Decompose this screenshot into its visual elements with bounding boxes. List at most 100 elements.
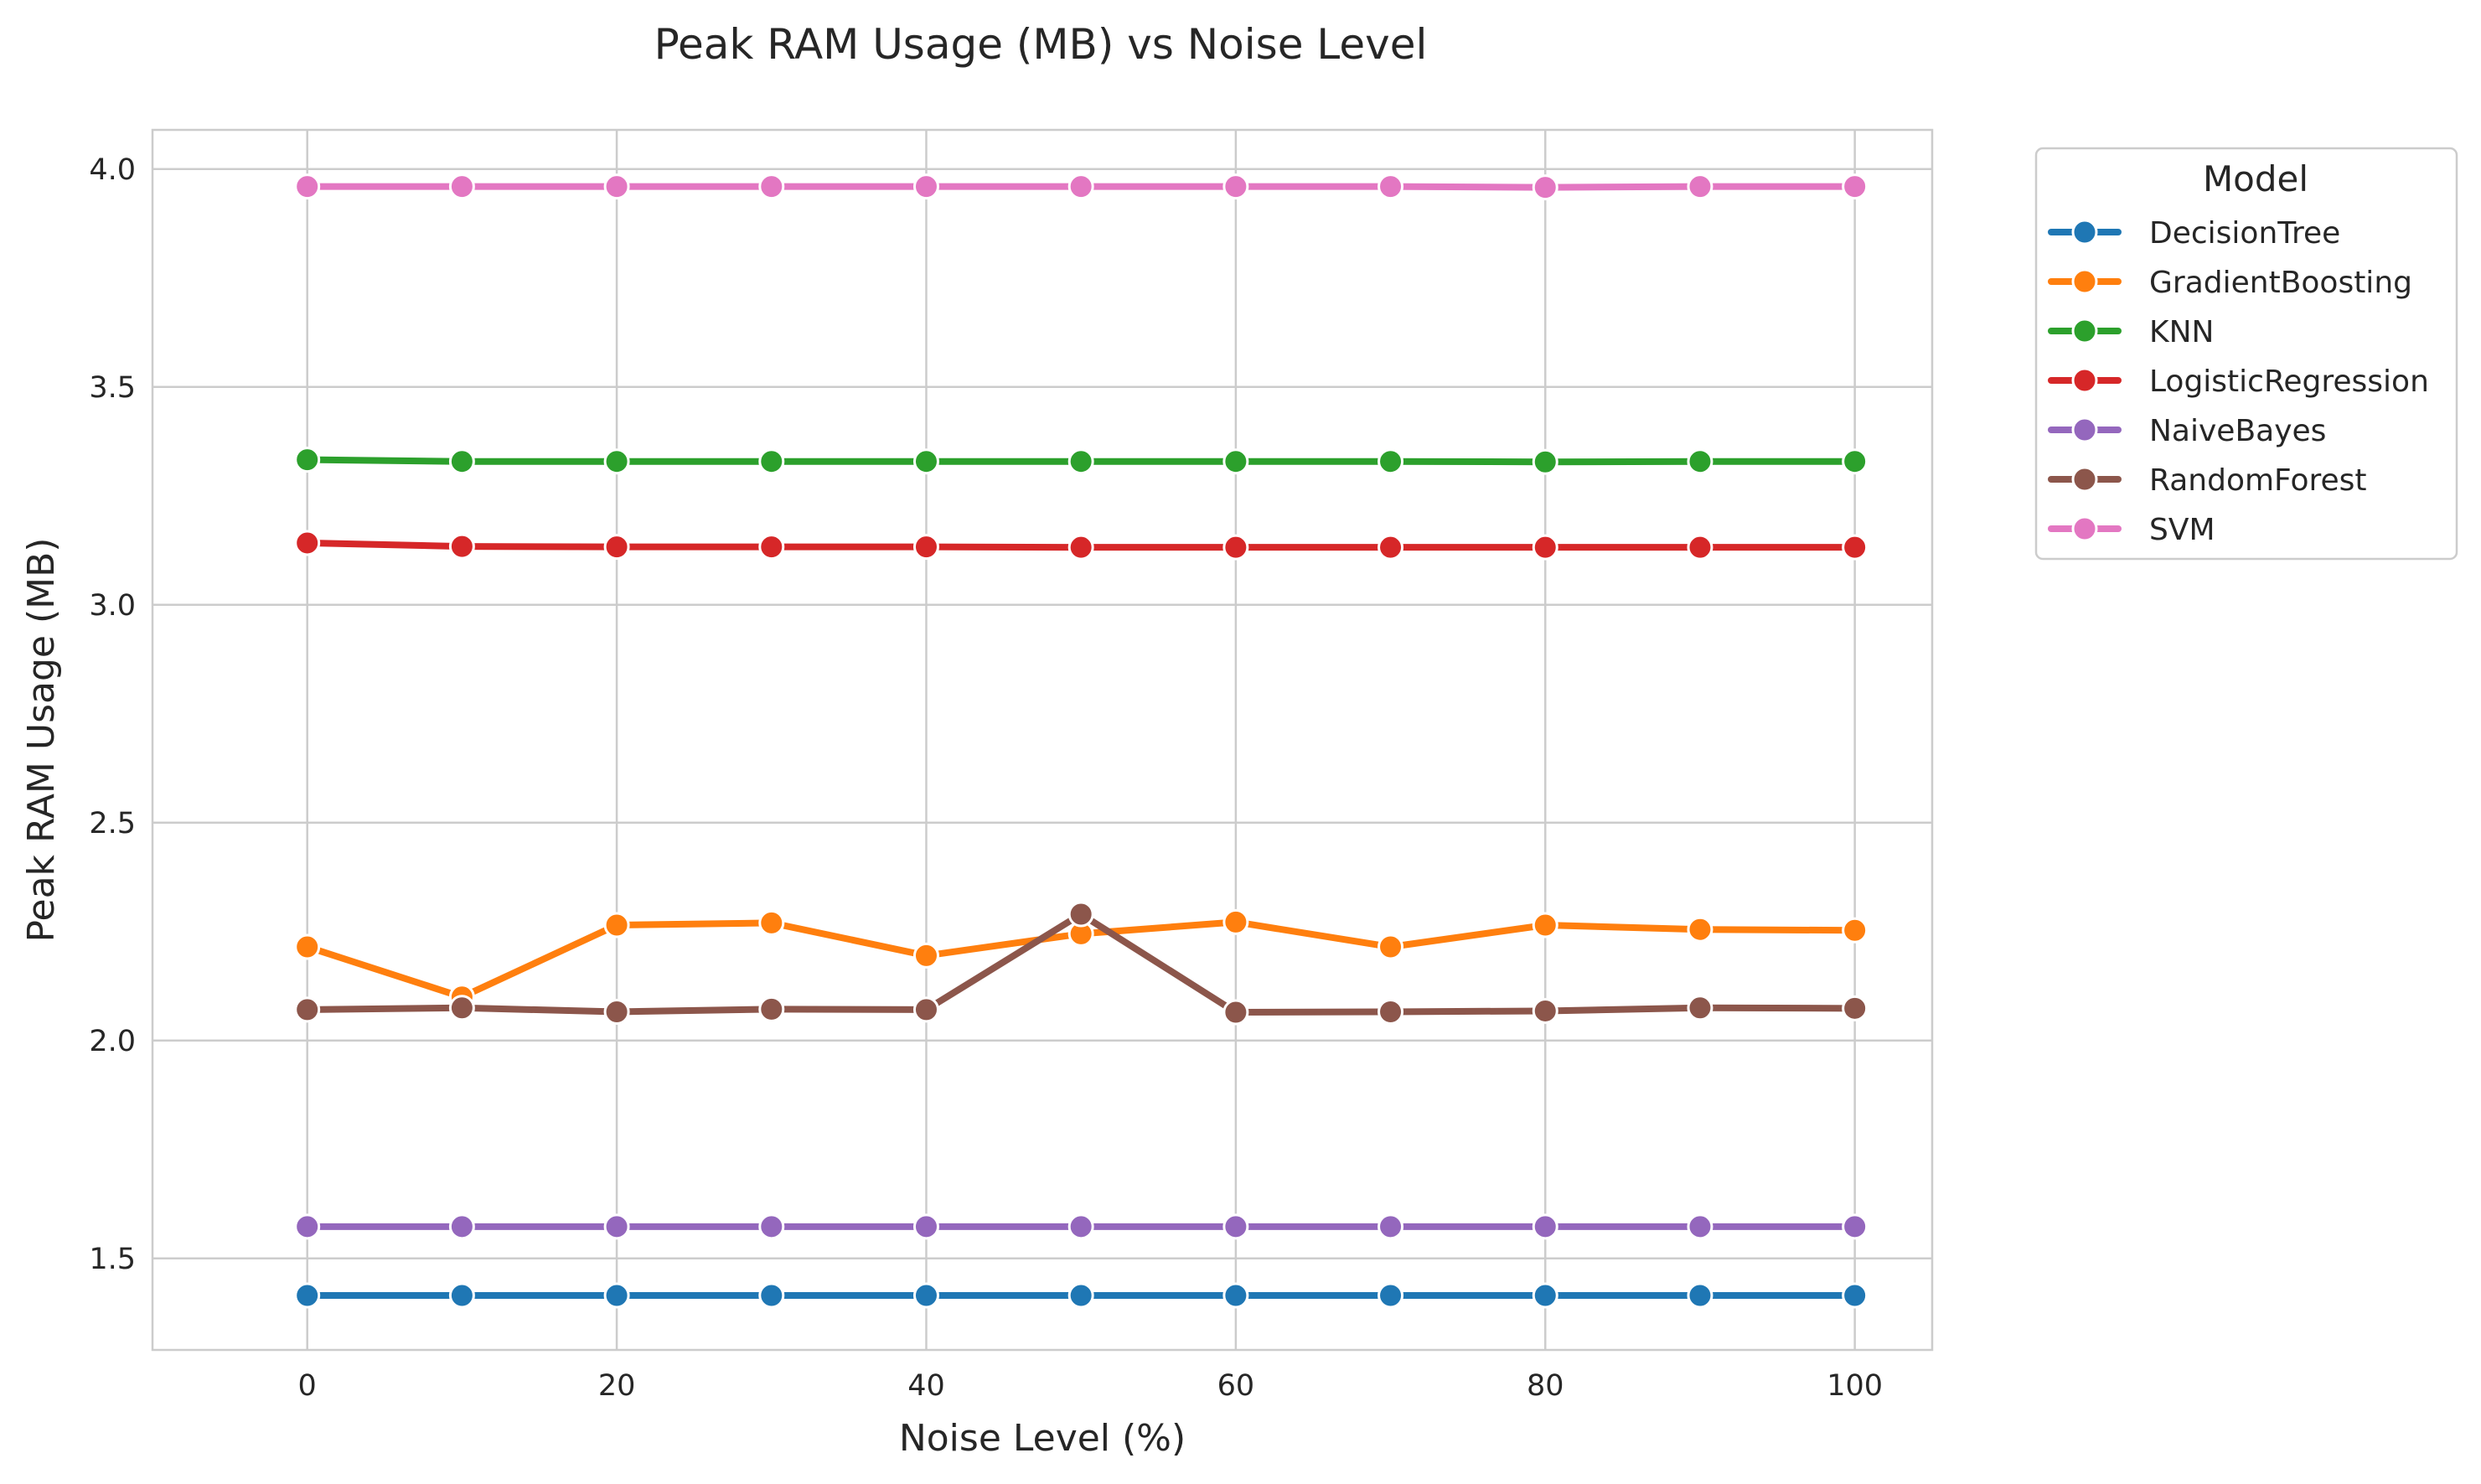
- data-point-logistic-regression: [1532, 534, 1558, 561]
- data-point-gradient-boosting: [1687, 916, 1713, 943]
- data-point-knn: [448, 448, 475, 475]
- data-point-knn: [603, 448, 630, 475]
- legend-label: KNN: [2149, 315, 2214, 349]
- data-point-random-forest: [1067, 901, 1094, 928]
- series-knn: [294, 447, 1869, 475]
- series-random-forest: [294, 901, 1869, 1026]
- legend-item-knn: KNN: [2048, 315, 2214, 349]
- data-point-knn: [1222, 448, 1249, 475]
- data-point-decision-tree: [448, 1282, 475, 1309]
- data-point-decision-tree: [912, 1282, 939, 1309]
- data-point-knn: [1377, 448, 1404, 475]
- data-point-logistic-regression: [448, 533, 475, 560]
- legend-label: NaiveBayes: [2149, 414, 2326, 448]
- x-tick-label: 20: [598, 1369, 636, 1403]
- y-axis-ticks: 1.5 2.0 2.5 3.0 3.5 4.0: [89, 153, 136, 1276]
- data-point-naive-bayes: [603, 1213, 630, 1240]
- data-point-knn: [1842, 448, 1869, 475]
- data-point-svm: [1842, 173, 1869, 200]
- series-logistic-regression: [294, 530, 1869, 561]
- x-axis-label: Noise Level (%): [899, 1417, 1186, 1460]
- legend-label: DecisionTree: [2149, 216, 2340, 251]
- series-svm: [294, 173, 1869, 201]
- plot-area: [151, 128, 1934, 1352]
- x-axis-ticks: 0 20 40 60 80 100: [298, 1369, 1884, 1403]
- x-gridlines: [306, 130, 1856, 1350]
- data-point-gradient-boosting: [912, 942, 939, 969]
- data-point-naive-bayes: [912, 1213, 939, 1240]
- data-point-random-forest: [912, 996, 939, 1023]
- data-point-decision-tree: [1067, 1282, 1094, 1309]
- data-point-naive-bayes: [448, 1213, 475, 1240]
- data-point-decision-tree: [1532, 1282, 1558, 1309]
- data-point-naive-bayes: [1532, 1213, 1558, 1240]
- y-tick-label: 3.5: [89, 371, 136, 405]
- data-point-gradient-boosting: [1842, 917, 1869, 944]
- data-point-knn: [758, 448, 785, 475]
- data-point-decision-tree: [1687, 1282, 1713, 1309]
- series-layer: [294, 173, 1869, 1309]
- data-point-svm: [1067, 173, 1094, 200]
- legend-swatch-marker: [2071, 318, 2098, 344]
- data-point-random-forest: [1687, 995, 1713, 1021]
- data-point-naive-bayes: [1067, 1213, 1094, 1240]
- legend-frame: [2034, 147, 2458, 561]
- data-point-gradient-boosting: [294, 933, 321, 960]
- data-point-random-forest: [294, 996, 321, 1023]
- legend-title: Model: [2203, 158, 2308, 199]
- legend-swatch-marker: [2071, 367, 2098, 394]
- data-point-random-forest: [603, 998, 630, 1025]
- x-tick-label: 80: [1527, 1369, 1564, 1403]
- x-tick-label: 60: [1217, 1369, 1255, 1403]
- legend-label: LogisticRegression: [2149, 365, 2429, 399]
- data-point-decision-tree: [758, 1282, 785, 1309]
- legend-items: DecisionTree GradientBoosting KNN LogisticR…: [2048, 216, 2429, 547]
- data-point-random-forest: [1842, 995, 1869, 1021]
- x-tick-label: 40: [907, 1369, 945, 1403]
- data-point-knn: [1067, 448, 1094, 475]
- data-point-logistic-regression: [603, 534, 630, 561]
- data-point-logistic-regression: [1222, 534, 1249, 561]
- data-point-gradient-boosting: [758, 909, 785, 936]
- y-tick-label: 4.0: [89, 153, 136, 187]
- data-point-logistic-regression: [758, 534, 785, 561]
- data-point-random-forest: [448, 995, 475, 1021]
- data-point-knn: [294, 447, 321, 473]
- data-point-decision-tree: [1842, 1282, 1869, 1309]
- legend-item-decision-tree: DecisionTree: [2048, 216, 2340, 251]
- data-point-gradient-boosting: [1377, 933, 1404, 960]
- data-point-naive-bayes: [1377, 1213, 1404, 1240]
- data-point-logistic-regression: [912, 534, 939, 561]
- data-point-svm: [1687, 173, 1713, 200]
- y-gridlines: [152, 168, 1932, 1260]
- data-point-svm: [758, 173, 785, 200]
- data-point-logistic-regression: [1377, 534, 1404, 561]
- y-axis-label: Peak RAM Usage (MB): [20, 538, 63, 943]
- data-point-naive-bayes: [294, 1213, 321, 1240]
- plot-background: [152, 130, 1932, 1350]
- data-point-svm: [1377, 173, 1404, 200]
- data-point-logistic-regression: [294, 530, 321, 556]
- data-point-decision-tree: [294, 1282, 321, 1309]
- legend-item-gradient-boosting: GradientBoosting: [2048, 266, 2412, 300]
- legend-label: SVM: [2149, 513, 2215, 547]
- data-point-svm: [294, 173, 321, 200]
- series-decision-tree: [294, 1282, 1869, 1309]
- data-point-knn: [1532, 448, 1558, 475]
- legend-item-logistic-regression: LogisticRegression: [2048, 365, 2429, 399]
- series-gradient-boosting: [294, 908, 1869, 1011]
- data-point-svm: [448, 173, 475, 200]
- legend: Model DecisionTree GradientBoosting KNN Log…: [2034, 147, 2458, 561]
- legend-swatch-marker: [2071, 219, 2098, 246]
- legend-item-svm: SVM: [2048, 513, 2215, 547]
- data-point-random-forest: [1222, 999, 1249, 1026]
- data-point-decision-tree: [1222, 1282, 1249, 1309]
- data-point-decision-tree: [603, 1282, 630, 1309]
- y-tick-label: 1.5: [89, 1243, 136, 1276]
- data-point-gradient-boosting: [603, 912, 630, 938]
- legend-label: RandomForest: [2149, 463, 2367, 498]
- legend-item-random-forest: RandomForest: [2048, 463, 2367, 498]
- legend-swatch-marker: [2071, 268, 2098, 295]
- chart-title: Peak RAM Usage (MB) vs Noise Level: [654, 20, 1428, 69]
